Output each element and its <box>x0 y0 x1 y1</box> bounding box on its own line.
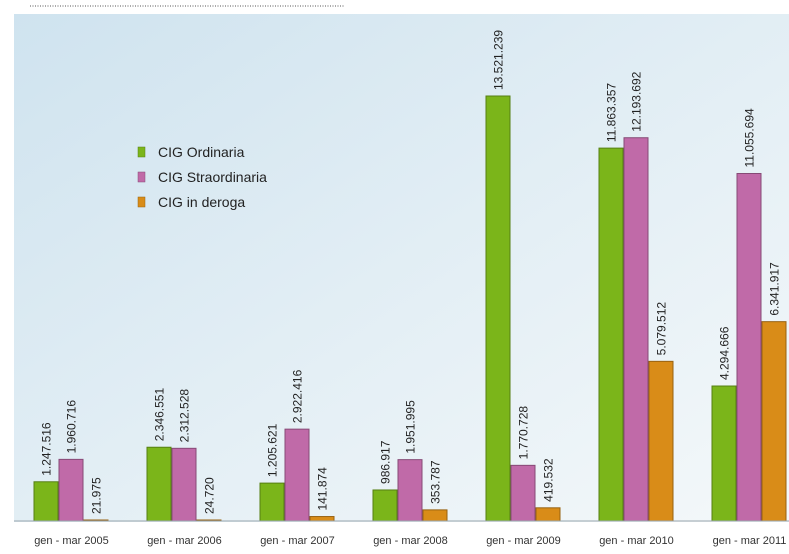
bar-1-5 <box>485 95 511 522</box>
bar-2-4 <box>397 459 423 522</box>
bar-3-3 <box>309 516 335 522</box>
bar-2-7 <box>736 172 762 522</box>
bar-3-5 <box>535 507 561 522</box>
bar-1-7 <box>711 385 737 522</box>
bar-3-6 <box>648 360 674 522</box>
value-label-1-7: 4.294.666 <box>718 326 732 380</box>
value-labels-layer: 1.247.516 1.960.716 21.975 2.346.551 2.312.5… <box>40 30 782 514</box>
x-tick-label-5: gen - mar 2009 <box>486 535 561 547</box>
bar-1-6 <box>598 147 624 522</box>
legend-label-3: CIG in deroga <box>158 194 245 210</box>
value-label-3-6: 5.079.512 <box>655 302 669 356</box>
legend-swatch-1 <box>137 146 146 158</box>
x-tick-label-3: gen - mar 2007 <box>260 535 335 547</box>
value-label-2-5: 1.770.728 <box>517 406 531 460</box>
x-tick-label-7: gen - mar 2011 <box>713 535 787 547</box>
value-label-2-7: 11.055.694 <box>743 108 757 167</box>
bar-1-3 <box>259 482 285 522</box>
legend: CIG Ordinaria CIG Straordinaria CIG in der… <box>137 144 267 210</box>
value-label-1-3: 1.205.621 <box>266 423 280 477</box>
bar-1-1 <box>33 481 59 522</box>
value-label-2-4: 1.951.995 <box>404 400 418 454</box>
x-tick-label-6: gen - mar 2010 <box>599 535 674 547</box>
bar-2-3 <box>284 428 310 522</box>
value-label-2-1: 1.960.716 <box>65 400 79 454</box>
bar-3-7 <box>761 321 787 522</box>
value-label-3-7: 6.341.917 <box>768 262 782 316</box>
value-label-3-3: 141.874 <box>316 467 330 511</box>
legend-swatch-3 <box>137 196 146 208</box>
bar-2-6 <box>623 137 649 522</box>
x-tick-labels-layer: gen - mar 2005 gen - mar 2006 gen - mar 20… <box>34 535 786 547</box>
value-label-3-1: 21.975 <box>90 477 104 514</box>
value-label-3-4: 353.787 <box>429 460 443 504</box>
legend-swatch-2 <box>137 171 146 183</box>
value-label-3-5: 419.532 <box>542 458 556 502</box>
x-tick-label-4: gen - mar 2008 <box>373 535 448 547</box>
bar-1-2 <box>146 446 172 522</box>
legend-label-1: CIG Ordinaria <box>158 144 245 160</box>
value-label-1-6: 11.863.357 <box>605 83 619 142</box>
x-tick-label-2: gen - mar 2006 <box>147 535 222 547</box>
value-label-1-4: 986.917 <box>379 440 393 484</box>
value-label-3-2: 24.720 <box>203 477 217 514</box>
value-label-2-6: 12.193.692 <box>630 71 644 131</box>
value-label-2-2: 2.312.528 <box>178 389 192 443</box>
value-label-1-5: 13.521.239 <box>492 30 506 90</box>
value-label-1-1: 1.247.516 <box>40 422 54 476</box>
bar-1-4 <box>372 489 398 522</box>
bar-2-2 <box>171 447 197 522</box>
x-tick-label-1: gen - mar 2005 <box>34 535 109 547</box>
bar-3-4 <box>422 509 448 522</box>
bar-2-1 <box>58 458 84 522</box>
value-label-2-3: 2.922.416 <box>291 369 305 423</box>
legend-label-2: CIG Straordinaria <box>158 169 267 185</box>
bar-2-5 <box>510 464 536 522</box>
value-label-1-2: 2.346.551 <box>153 388 167 442</box>
bars-layer <box>33 95 787 522</box>
